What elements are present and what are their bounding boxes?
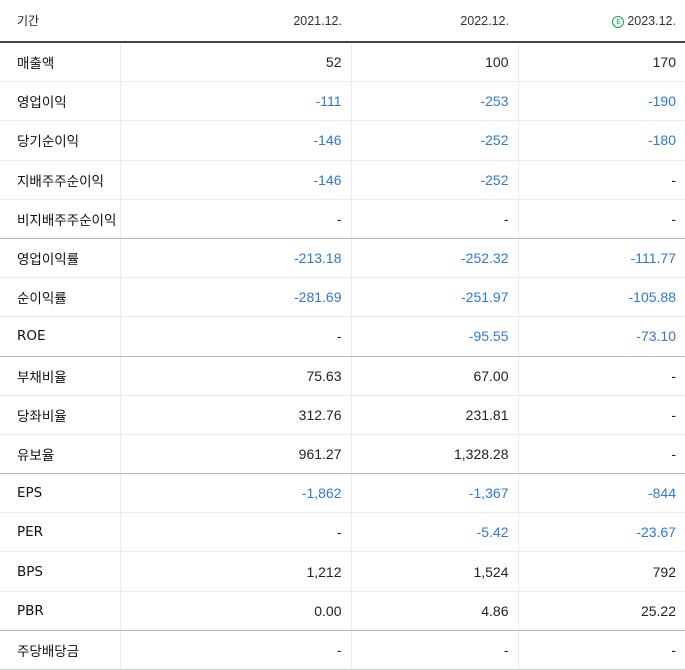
row-value: 1,524 — [351, 551, 519, 592]
period-header-label: 기간 — [0, 0, 120, 43]
row-value: - — [518, 160, 685, 200]
period-label: 2021.12. — [293, 13, 342, 28]
estimate-icon: E — [612, 15, 625, 28]
row-value: -146 — [120, 160, 352, 200]
row-label: 영업이익률 — [0, 238, 121, 279]
row-value: - — [120, 316, 352, 357]
row-value: - — [120, 199, 352, 239]
table-row: PER - -5.42 -23.67 — [0, 512, 685, 553]
table-header-row: 기간 2021.12. 2022.12. E 2023.12. — [0, 0, 685, 43]
row-label: 주당배당금 — [0, 630, 121, 670]
row-value: -5.42 — [351, 512, 519, 553]
row-label: 당기순이익 — [0, 120, 121, 161]
row-value: -213.18 — [120, 238, 352, 279]
row-value: 1,212 — [120, 551, 352, 592]
row-label: 매출액 — [0, 42, 121, 83]
table-row: 부채비율 75.63 67.00- — [0, 356, 685, 396]
table-row: 유보율 961.27 1,328.28- — [0, 434, 685, 475]
period-label: 2022.12. — [460, 13, 509, 28]
row-value: -23.67 — [518, 512, 685, 553]
period-label: 2023.12. — [627, 13, 676, 28]
row-value: -95.55 — [351, 316, 519, 357]
row-value: -252 — [351, 160, 519, 200]
row-label: 순이익률 — [0, 277, 121, 318]
row-value: 67.00 — [351, 356, 519, 396]
row-label: BPS — [0, 551, 121, 592]
table-row: BPS 1,212 1,524 792 — [0, 551, 685, 592]
row-label: 영업이익 — [0, 81, 121, 122]
row-value: -146 — [120, 120, 352, 161]
row-value: 231.81 — [351, 395, 519, 435]
row-value: 170 — [518, 42, 685, 83]
row-value: -1,367 — [351, 473, 519, 514]
row-value: 52 — [120, 42, 352, 83]
row-label: 당좌비율 — [0, 395, 121, 435]
row-label: 유보율 — [0, 434, 121, 475]
row-value: -253 — [351, 81, 519, 122]
row-value: - — [120, 630, 352, 670]
row-value: - — [518, 199, 685, 239]
row-value: - — [120, 512, 352, 553]
row-value: 75.63 — [120, 356, 352, 396]
row-value: -105.88 — [518, 277, 685, 318]
row-value: -73.10 — [518, 316, 685, 357]
table-row: 영업이익률 -213.18 -252.32 -111.77 — [0, 238, 685, 279]
table-row: 비지배주주순이익 - - - — [0, 199, 685, 239]
row-value: - — [351, 630, 519, 670]
row-value: 4.86 — [351, 591, 519, 631]
row-value: -844 — [518, 473, 685, 514]
row-value: -180 — [518, 120, 685, 161]
row-value: - — [518, 630, 685, 670]
row-value: - — [518, 395, 685, 435]
table-row: ROE - -95.55 -73.10 — [0, 316, 685, 357]
row-value: 792 — [518, 551, 685, 592]
table-row: 지배주주순이익 -146 -252- — [0, 160, 685, 200]
period-header-2021: 2021.12. — [120, 0, 351, 43]
row-value: -281.69 — [120, 277, 352, 318]
table-row: 순이익률 -281.69 -251.97 -105.88 — [0, 277, 685, 318]
row-value: -1,862 — [120, 473, 352, 514]
row-value: - — [518, 356, 685, 396]
row-value: -252 — [351, 120, 519, 161]
table-row: 당좌비율 312.76 231.81- — [0, 395, 685, 435]
row-label: 비지배주주순이익 — [0, 199, 121, 239]
period-header-2023: E 2023.12. — [518, 0, 685, 43]
row-value: 100 — [351, 42, 519, 83]
row-value: - — [518, 434, 685, 475]
period-header-2022: 2022.12. — [351, 0, 518, 43]
row-label: 지배주주순이익 — [0, 160, 121, 200]
row-value: 1,328.28 — [351, 434, 519, 475]
row-value: - — [351, 199, 519, 239]
row-value: -111.77 — [518, 238, 685, 279]
row-value: 25.22 — [518, 591, 685, 631]
table-row: 주당배당금 - - - — [0, 630, 685, 670]
row-value: -111 — [120, 81, 352, 122]
row-value: 961.27 — [120, 434, 352, 475]
table-row: 매출액 52 100 170 — [0, 42, 685, 83]
row-value: -251.97 — [351, 277, 519, 318]
row-value: 312.76 — [120, 395, 352, 435]
row-label: PER — [0, 512, 121, 553]
table-row: 당기순이익 -146 -252 -180 — [0, 120, 685, 161]
row-value: -190 — [518, 81, 685, 122]
table-row: PBR 0.00 4.86 25.22 — [0, 591, 685, 631]
row-label: 부채비율 — [0, 356, 121, 396]
table-row: EPS -1,862 -1,367 -844 — [0, 473, 685, 514]
row-value: 0.00 — [120, 591, 352, 631]
row-label: EPS — [0, 473, 121, 514]
row-label: ROE — [0, 316, 121, 357]
table-row: 영업이익 -111 -253 -190 — [0, 81, 685, 122]
row-label: PBR — [0, 591, 121, 631]
row-value: -252.32 — [351, 238, 519, 279]
